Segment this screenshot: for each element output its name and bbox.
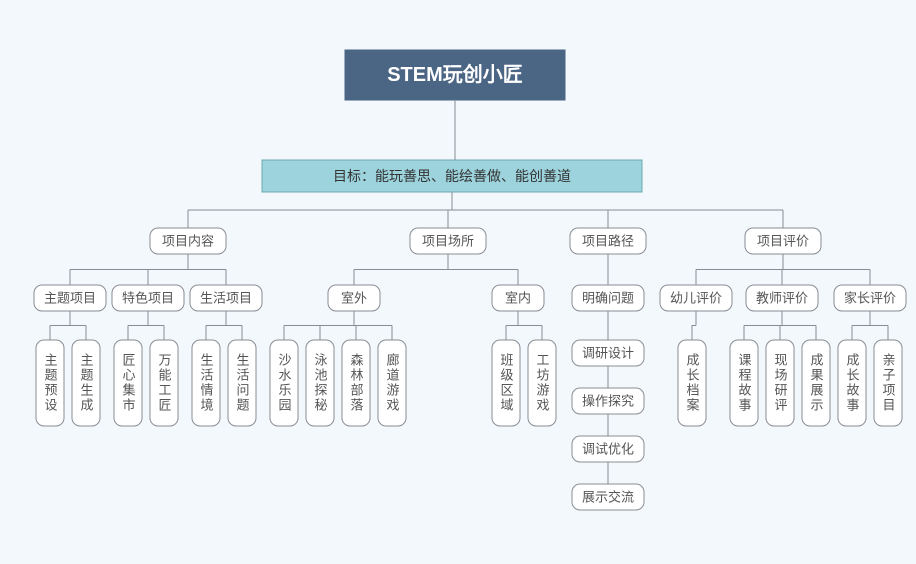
l3-feature-label: 特色项目 xyxy=(122,291,174,306)
leaf-label: 工坊游戏 xyxy=(528,340,556,426)
leaf-label: 沙水乐园 xyxy=(270,340,298,426)
leaf-label: 现场研评 xyxy=(766,340,794,426)
chain-label: 调试优化 xyxy=(582,442,634,457)
leaf-label: 生活情境 xyxy=(192,340,220,426)
l2-eval-label: 项目评价 xyxy=(757,234,809,249)
l3-indoor-label: 室内 xyxy=(505,291,531,306)
leaf-label: 泳池探秘 xyxy=(306,340,334,426)
leaf-label: 课程故事 xyxy=(730,340,758,426)
chain-label: 展示交流 xyxy=(582,490,634,505)
leaf-label: 主题预设 xyxy=(36,340,64,426)
l3-life-label: 生活项目 xyxy=(200,291,252,306)
l2-path-label: 项目路径 xyxy=(582,234,634,249)
leaf-label: 主题生成 xyxy=(72,340,100,426)
leaf-label: 成长故事 xyxy=(838,340,866,426)
chain-label: 操作探究 xyxy=(582,394,634,409)
l2-place-label: 项目场所 xyxy=(422,234,474,249)
leaf-label: 班级区域 xyxy=(492,340,520,426)
leaf-label: 万能工匠 xyxy=(150,340,178,426)
goal-node-label: 目标：能玩善思、能绘善做、能创善道 xyxy=(333,168,571,184)
chain-label: 调研设计 xyxy=(582,346,634,361)
leaf-label: 成果展示 xyxy=(802,340,830,426)
leaf-label: 廊道游戏 xyxy=(378,340,406,426)
l3-outdoor-label: 室外 xyxy=(341,291,367,306)
leaf-label: 成长档案 xyxy=(678,340,706,426)
l2-content-label: 项目内容 xyxy=(162,234,214,249)
root-node-label: STEM玩创小匠 xyxy=(387,62,523,86)
l3-parent-label: 家长评价 xyxy=(844,291,896,306)
leaf-label: 匠心集市 xyxy=(114,340,142,426)
l3-theme-label: 主题项目 xyxy=(44,291,96,306)
leaf-label: 森林部落 xyxy=(342,340,370,426)
l3-kid-label: 幼儿评价 xyxy=(670,291,722,306)
leaf-label: 生活问题 xyxy=(228,340,256,426)
leaf-label: 亲子项目 xyxy=(874,340,902,426)
l3-teacher-label: 教师评价 xyxy=(756,291,808,306)
l3-problem-label: 明确问题 xyxy=(582,291,634,306)
